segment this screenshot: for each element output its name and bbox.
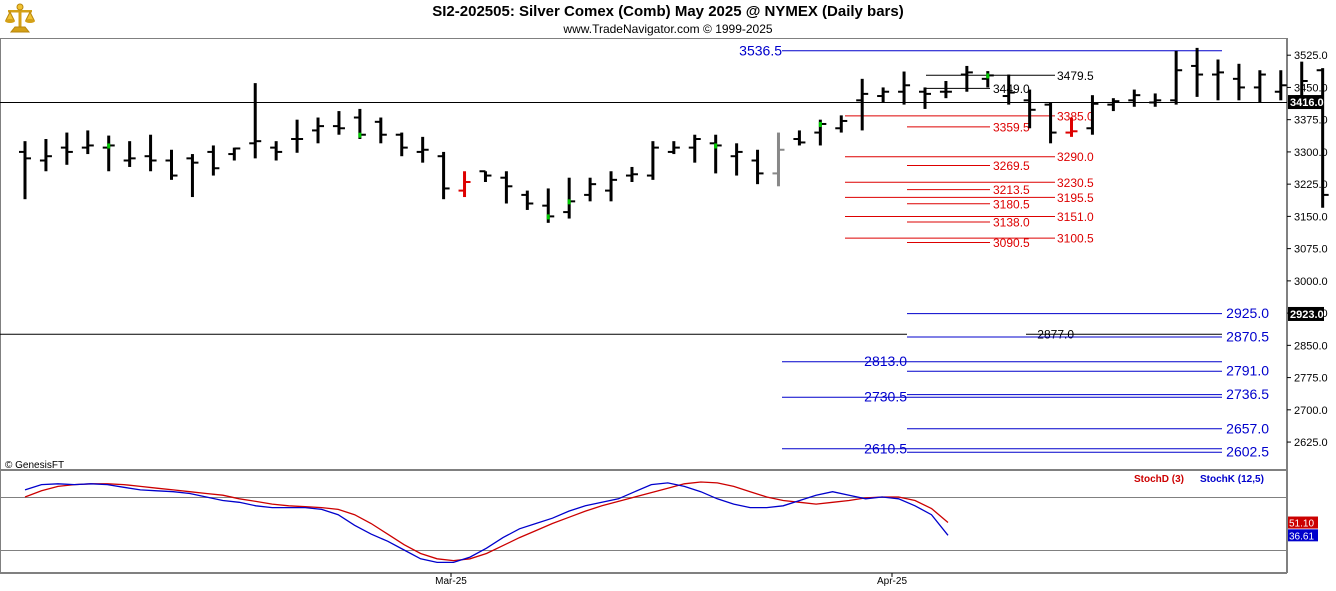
up-marker — [567, 199, 571, 205]
chart-title: SI2-202505: Silver Comex (Comb) May 2025… — [432, 3, 904, 20]
stochk-line — [24, 482, 949, 564]
stoch-value-label: 36.61 — [1289, 531, 1314, 542]
gold-scales-logo — [5, 3, 35, 33]
level-label: 3449.0 — [993, 82, 1030, 96]
price-tag-box — [1288, 95, 1324, 110]
y-tick-label: 2700.0 — [1294, 405, 1328, 417]
level-label: 3536.5 — [739, 42, 782, 58]
stoch-legend: StochD (3) StochK (12,5) — [1134, 474, 1264, 485]
level-label: 2602.5 — [1226, 444, 1269, 460]
stochk-legend-label: StochK (12,5) — [1200, 474, 1264, 485]
price-level-lines: 3536.5 3479.5 3449.0 3385.0 3359.5 3290.0 3269… — [739, 42, 1269, 459]
y-tick-label: 3075.0 — [1294, 244, 1328, 256]
up-marker — [818, 121, 822, 127]
level-label: 3359.5 — [993, 120, 1030, 134]
y-tick-label: 3225.0 — [1294, 179, 1328, 191]
stoch-panel-frame — [0, 470, 1287, 573]
y-tick-label: 3150.0 — [1294, 211, 1328, 223]
price-panel-border — [0, 38, 1287, 470]
level-label: 2610.5 — [864, 440, 907, 456]
level-label: 2730.5 — [864, 389, 907, 405]
level-label: 2657.0 — [1226, 420, 1269, 436]
stoch-panel-border — [0, 470, 1287, 573]
level-label: 3385.0 — [1057, 109, 1094, 123]
copyright-text: © GenesisFT — [5, 460, 64, 471]
up-marker — [714, 143, 718, 149]
level-label: 2877.0 — [1037, 328, 1074, 342]
stoch-value-tag — [1288, 529, 1318, 542]
level-label: 3138.0 — [993, 216, 1030, 230]
y-tick-label: 3300.0 — [1294, 147, 1328, 159]
level-label: 3090.5 — [993, 236, 1030, 250]
up-marker — [107, 143, 111, 149]
up-marker — [358, 132, 362, 138]
x-tick-label: Apr-25 — [877, 576, 907, 587]
y-tick-label: 2625.0 — [1294, 437, 1328, 449]
chart-header: SI2-202505: Silver Comex (Comb) May 2025… — [0, 0, 1336, 38]
price-tags: 3416.0 2923.0 — [1288, 95, 1324, 321]
price-tag-box — [1288, 306, 1324, 321]
level-label: 3290.0 — [1057, 150, 1094, 164]
x-axis: Mar-25 Apr-25 — [0, 573, 1287, 587]
price-bars — [19, 47, 1329, 223]
level-label: 3151.0 — [1057, 210, 1094, 224]
stoch-value-label: 51.10 — [1289, 519, 1314, 530]
x-tick-label: Mar-25 — [435, 576, 467, 587]
chart-subtitle: www.TradeNavigator.com © 1999-2025 — [563, 22, 773, 36]
level-label: 3213.5 — [993, 183, 1030, 197]
y-tick-label: 3525.0 — [1294, 50, 1328, 62]
level-label: 2870.5 — [1226, 329, 1269, 345]
level-label: 3180.5 — [993, 197, 1030, 211]
level-label: 2813.0 — [864, 353, 907, 369]
price-panel-frame — [0, 38, 1288, 573]
level-label: 3100.5 — [1057, 232, 1094, 246]
level-label: 3195.5 — [1057, 191, 1094, 205]
up-marker — [546, 214, 550, 220]
level-label: 3230.5 — [1057, 176, 1094, 190]
stochd-legend-label: StochD (3) — [1134, 474, 1184, 485]
price-tag-label: 3416.0 — [1290, 97, 1324, 109]
stoch-value-tag — [1288, 516, 1318, 529]
level-label: 3269.5 — [993, 159, 1030, 173]
level-label: 2736.5 — [1226, 386, 1269, 402]
level-label: 2791.0 — [1226, 363, 1269, 379]
level-label: 3479.5 — [1057, 69, 1094, 83]
price-tag-label: 2923.0 — [1290, 309, 1324, 321]
price-horizontal-lines — [0, 102, 1287, 335]
y-tick-label: 3375.0 — [1294, 115, 1328, 127]
y-tick-label: 3000.0 — [1294, 276, 1328, 288]
y-tick-label: 2850.0 — [1294, 340, 1328, 352]
y-tick-label: 2775.0 — [1294, 373, 1328, 385]
level-label: 2925.0 — [1226, 305, 1269, 321]
up-marker — [986, 73, 990, 79]
